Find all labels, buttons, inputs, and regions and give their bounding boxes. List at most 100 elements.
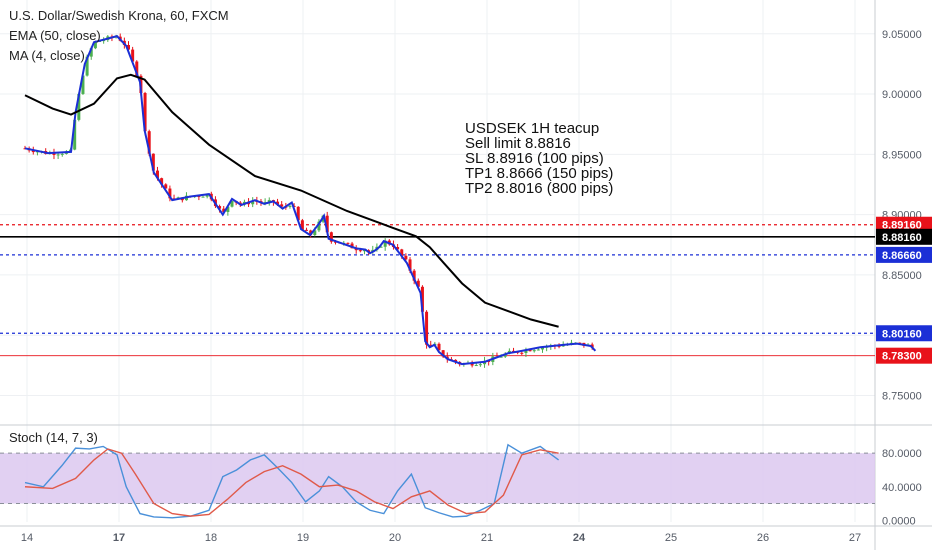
annotation-line: TP1 8.8666 (150 pips)	[465, 165, 614, 182]
price-tag-label: 8.86660	[882, 250, 922, 262]
candle-body	[151, 153, 155, 171]
price-tick-label: 9.00000	[882, 89, 922, 101]
time-tick-label: 21	[481, 532, 493, 544]
candle-body	[346, 242, 350, 244]
candle-body	[441, 350, 445, 357]
stoch-tick-label: 40.0000	[882, 482, 922, 494]
candle-body	[358, 250, 362, 252]
candle-body	[31, 150, 35, 153]
candle-body	[532, 350, 536, 352]
price-tick-label: 8.75000	[882, 390, 922, 402]
candle-body	[425, 311, 429, 345]
candle-body	[85, 56, 89, 76]
candle-body	[362, 250, 366, 252]
candle-body	[56, 154, 60, 156]
candle-body	[230, 200, 234, 207]
time-tick-label: 19	[297, 532, 309, 544]
annotation-line: TP2 8.8016 (800 pips)	[465, 180, 614, 197]
candle-body	[147, 131, 151, 154]
candle-body	[276, 201, 280, 205]
candle-body	[313, 230, 317, 236]
price-tick-label: 8.85000	[882, 270, 922, 282]
candle-body	[143, 93, 147, 132]
candle-body	[520, 352, 524, 354]
stoch-band	[0, 453, 875, 504]
candle-body	[131, 49, 135, 62]
ema-legend: EMA (50, close)	[9, 28, 101, 43]
candle-body	[89, 48, 93, 57]
ma-legend: MA (4, close)	[9, 48, 85, 63]
candle-body	[379, 246, 383, 248]
candle-body	[416, 280, 420, 287]
stoch-tick-label: 0.0000	[882, 515, 916, 527]
stoch-tick-label: 80.0000	[882, 448, 922, 460]
candle-body	[93, 41, 97, 49]
candle-body	[164, 184, 168, 189]
time-tick-label: 18	[205, 532, 217, 544]
candle-body	[404, 255, 408, 260]
candle-body	[590, 344, 594, 348]
ma-4-line	[24, 35, 597, 366]
candle-body	[222, 208, 226, 213]
candle-body	[52, 152, 56, 155]
candle-body	[420, 286, 424, 312]
candle-body	[429, 344, 433, 346]
candle-body	[396, 247, 400, 250]
candle-body	[470, 362, 474, 366]
candle-body	[73, 119, 77, 150]
candle-body	[329, 232, 333, 242]
candle-body	[280, 204, 284, 207]
candle-body	[383, 240, 387, 247]
candle-body	[412, 270, 416, 281]
candle-body	[541, 347, 544, 350]
time-tick-label: 27	[849, 532, 861, 544]
candle-body	[168, 188, 172, 199]
candle-body	[499, 356, 503, 358]
candle-body	[309, 230, 313, 236]
candle-body	[251, 200, 255, 205]
candle-body	[528, 349, 532, 352]
price-tag-tp2	[876, 325, 932, 342]
price-tick-label: 8.95000	[882, 149, 922, 161]
candle-body	[197, 196, 201, 198]
candle-body	[296, 206, 300, 221]
stoch-d-line	[24, 448, 559, 517]
price-tick-label: 9.05000	[882, 29, 922, 41]
candle-body	[317, 221, 321, 231]
candle-body	[557, 345, 561, 347]
candle-body	[201, 196, 205, 198]
time-tick-label: 17	[113, 532, 125, 544]
annotation-line: USDSEK 1H teacup	[465, 120, 600, 137]
candle-body	[400, 249, 404, 256]
candle-body	[267, 200, 271, 203]
time-tick-label: 26	[757, 532, 769, 544]
annotation-block: USDSEK 1H teacup Sell limit 8.8816 SL 8.…	[465, 121, 613, 196]
candle-body	[226, 206, 230, 213]
price-tag-label: 8.88160	[882, 232, 922, 244]
candle-body	[305, 229, 309, 231]
candle-body	[536, 349, 540, 351]
candle-body	[300, 220, 304, 230]
time-tick-label: 14	[21, 532, 33, 544]
time-tick-label: 25	[665, 532, 677, 544]
candle-body	[155, 170, 159, 179]
candle-body	[524, 349, 528, 354]
candle-body	[135, 61, 139, 76]
candle-body	[160, 178, 164, 185]
price-tag-tp1	[876, 246, 932, 263]
candle-body	[77, 93, 81, 120]
price-tag-sl	[876, 216, 932, 233]
candle-body	[474, 365, 478, 367]
price-tag-label: 8.89160	[882, 220, 922, 232]
annotation-line: SL 8.8916 (100 pips)	[465, 150, 604, 167]
candle-body	[325, 215, 329, 233]
candle-body	[408, 259, 412, 271]
annotation-line: Sell limit 8.8816	[465, 135, 571, 152]
price-tag-entry	[876, 228, 932, 245]
candle-body	[288, 205, 292, 207]
chart-title: U.S. Dollar/Swedish Krona, 60, FXCM	[9, 8, 229, 23]
candle-body	[60, 153, 64, 155]
stoch-k-line	[24, 443, 560, 519]
price-tag-label: 8.78300	[882, 351, 922, 363]
